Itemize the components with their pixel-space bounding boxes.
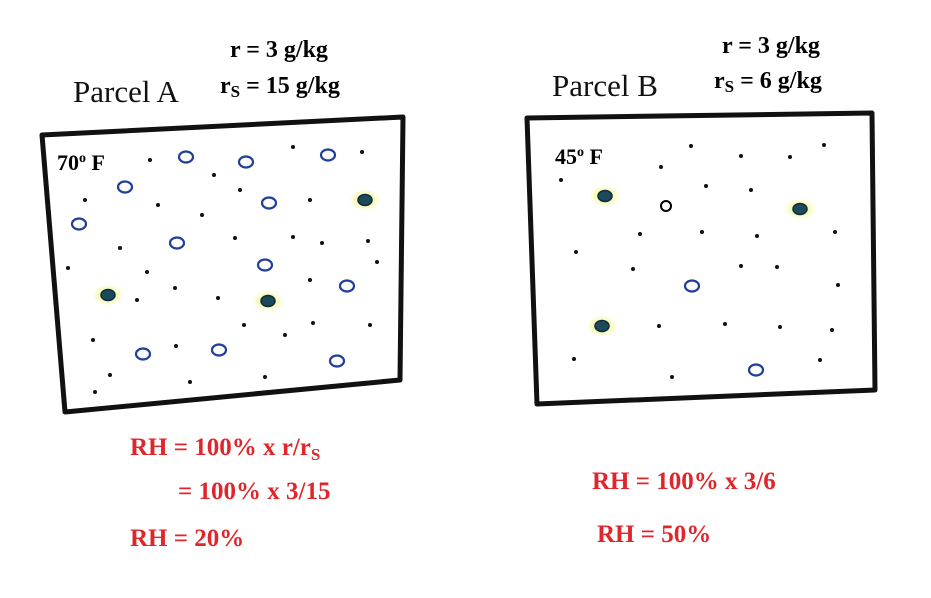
nucleus <box>100 288 116 302</box>
dot <box>572 357 576 361</box>
dot <box>689 144 693 148</box>
water-molecule <box>338 279 356 293</box>
parcel-b-r: r = 3 g/kg <box>722 33 820 59</box>
dot <box>148 158 152 162</box>
dot <box>704 184 708 188</box>
dot <box>308 198 312 202</box>
water-molecule <box>168 236 186 250</box>
nucleus <box>357 193 373 207</box>
water-molecule <box>116 180 134 194</box>
dot <box>108 373 112 377</box>
dot <box>833 230 837 234</box>
dot <box>200 213 204 217</box>
dot <box>559 178 563 182</box>
shapes <box>39 110 878 415</box>
dot <box>638 232 642 236</box>
parcel-a-rh-calc: = 100% x 3/15 <box>178 478 330 505</box>
dot <box>775 265 779 269</box>
dot <box>368 323 372 327</box>
parcel-a-rs: rS = 15 g/kg <box>220 73 340 101</box>
dot <box>118 246 122 250</box>
dot <box>242 323 246 327</box>
dot <box>238 188 242 192</box>
dot <box>657 324 661 328</box>
dot <box>320 241 324 245</box>
parcel-b-title: Parcel B <box>552 68 658 103</box>
dot <box>366 239 370 243</box>
dot <box>723 322 727 326</box>
dot <box>93 390 97 394</box>
dot <box>83 198 87 202</box>
dot <box>755 234 759 238</box>
dot <box>836 283 840 287</box>
parcel-a-temp: 70o F <box>57 150 105 175</box>
dot <box>156 203 160 207</box>
dot <box>360 150 364 154</box>
parcel-b-temp: 45o F <box>555 144 603 169</box>
parcel-b-box <box>524 110 878 407</box>
parcel-a-rh-result: RH = 20% <box>130 525 244 552</box>
dot <box>66 266 70 270</box>
dot <box>263 375 267 379</box>
parcel-a-r: r = 3 g/kg <box>230 37 328 63</box>
open-circle <box>660 200 672 212</box>
dot <box>739 154 743 158</box>
parcel-b-rh-result: RH = 50% <box>597 521 711 548</box>
dot <box>212 173 216 177</box>
parcel-b-rh-calc: RH = 100% x 3/6 <box>592 468 776 495</box>
dot <box>574 250 578 254</box>
dot <box>700 230 704 234</box>
dot <box>311 321 315 325</box>
dot <box>670 375 674 379</box>
water-molecule <box>237 155 255 169</box>
water-molecule <box>70 217 88 231</box>
dot <box>788 155 792 159</box>
dot <box>233 236 237 240</box>
dot <box>216 296 220 300</box>
parcel-a-box <box>39 114 406 415</box>
water-molecule <box>210 343 228 357</box>
dot <box>822 143 826 147</box>
dot <box>659 165 663 169</box>
water-molecule <box>747 363 765 377</box>
dot <box>291 235 295 239</box>
dot <box>818 358 822 362</box>
nucleus <box>792 202 808 216</box>
dot <box>291 145 295 149</box>
water-molecule <box>328 354 346 368</box>
nucleus <box>260 294 276 308</box>
dot <box>283 333 287 337</box>
dot <box>174 344 178 348</box>
water-molecule <box>177 150 195 164</box>
water-molecule <box>134 347 152 361</box>
parcel-a-rh-formula: RH = 100% x r/rS <box>130 434 320 464</box>
dot <box>145 270 149 274</box>
parcel-a-title: Parcel A <box>73 74 179 109</box>
parcel-b-rs: rS = 6 g/kg <box>714 68 822 96</box>
nucleus <box>594 319 610 333</box>
dot <box>830 328 834 332</box>
nucleus <box>597 189 613 203</box>
dot <box>631 267 635 271</box>
dot <box>308 278 312 282</box>
water-molecule <box>256 258 274 272</box>
dot <box>188 380 192 384</box>
dot <box>135 298 139 302</box>
water-molecule <box>683 279 701 293</box>
water-molecule <box>319 148 337 162</box>
dot <box>739 264 743 268</box>
dot <box>173 286 177 290</box>
dot <box>749 188 753 192</box>
dot <box>778 325 782 329</box>
dot <box>91 338 95 342</box>
dot <box>375 260 379 264</box>
water-molecule <box>260 196 278 210</box>
